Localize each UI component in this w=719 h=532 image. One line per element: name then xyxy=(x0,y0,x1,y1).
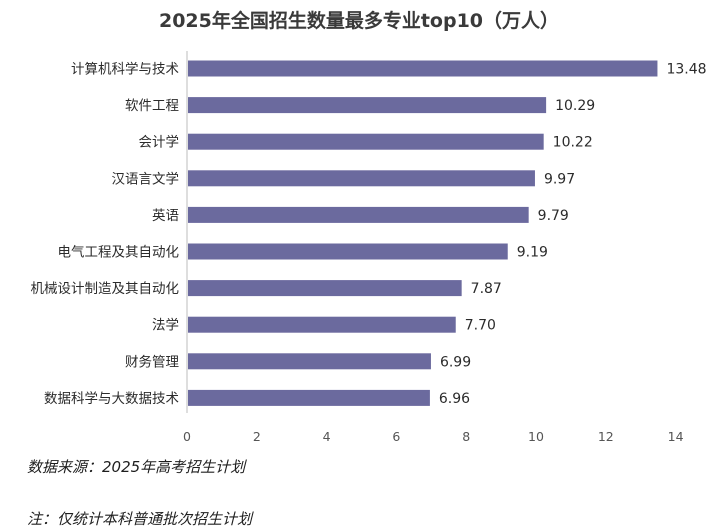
bar xyxy=(188,170,535,187)
bar xyxy=(188,243,508,260)
x-tick-label: 0 xyxy=(183,429,191,444)
category-labels: 计算机科学与技术软件工程会计学汉语言文学英语电气工程及其自动化机械设计制造及其自… xyxy=(31,62,180,407)
category-label: 电气工程及其自动化 xyxy=(58,245,180,261)
chart-title: 2025年全国招生数量最多专业top10（万人） xyxy=(159,9,559,32)
value-label: 6.99 xyxy=(440,354,471,370)
value-label: 7.70 xyxy=(465,318,496,334)
bar xyxy=(188,280,462,297)
x-tick-label: 12 xyxy=(598,429,614,444)
category-label: 汉语言文学 xyxy=(112,171,180,187)
bar xyxy=(188,389,430,406)
bar xyxy=(188,316,456,333)
category-label: 会计学 xyxy=(139,135,180,151)
x-tick-label: 8 xyxy=(462,429,470,444)
value-label: 10.22 xyxy=(553,135,593,151)
value-label: 6.96 xyxy=(439,391,470,407)
bar xyxy=(188,97,547,114)
value-labels: 13.48 10.29 10.22 9.97 9.79 9.19 7.87 7.70 6.99 6… xyxy=(439,62,707,407)
x-axis-ticks: 0 2 4 6 8 10 12 14 xyxy=(183,429,684,444)
value-label: 9.97 xyxy=(544,171,575,187)
data-source-note: 数据来源：2025年高考招生计划 xyxy=(27,458,246,476)
value-label: 7.87 xyxy=(471,281,502,297)
category-label: 机械设计制造及其自动化 xyxy=(31,281,180,297)
value-label: 13.48 xyxy=(666,62,706,78)
value-label: 9.79 xyxy=(538,208,569,224)
category-label: 英语 xyxy=(152,207,179,224)
bar xyxy=(188,60,658,77)
value-label: 9.19 xyxy=(517,245,548,261)
category-label: 计算机科学与技术 xyxy=(71,62,179,78)
x-tick-label: 2 xyxy=(253,429,261,444)
remark-note: 注：仅统计本科普通批次招生计划 xyxy=(27,510,253,528)
bar xyxy=(188,133,544,150)
x-tick-label: 4 xyxy=(323,429,331,444)
category-label: 法学 xyxy=(152,318,179,334)
value-label: 10.29 xyxy=(555,98,595,114)
bar xyxy=(188,206,529,223)
x-tick-label: 6 xyxy=(392,429,400,444)
bars-group xyxy=(188,60,658,406)
category-label: 财务管理 xyxy=(125,354,179,370)
bar xyxy=(188,353,431,370)
category-label: 软件工程 xyxy=(125,98,179,114)
x-tick-label: 14 xyxy=(668,429,684,444)
x-tick-label: 10 xyxy=(528,429,544,444)
category-label: 数据科学与大数据技术 xyxy=(44,391,179,407)
